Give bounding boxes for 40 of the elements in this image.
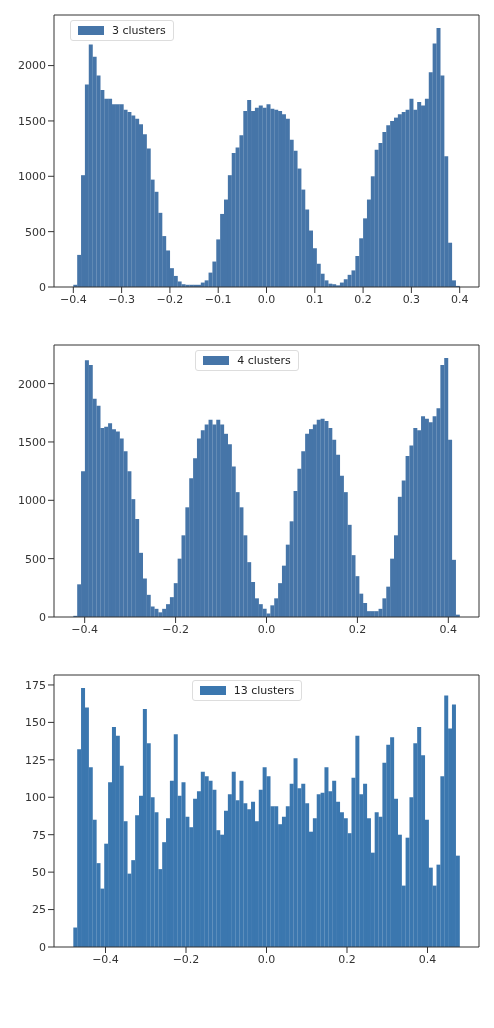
legend-label: 3 clusters — [112, 24, 166, 37]
x-tick-label: −0.4 — [71, 622, 99, 636]
y-tick-label: 0 — [39, 280, 46, 294]
x-tick-label: 0.0 — [257, 952, 276, 966]
x-tick-label: −0.2 — [162, 622, 189, 636]
x-tick-label: −0.2 — [172, 952, 200, 966]
y-tick-label: 25 — [32, 903, 46, 917]
x-tick-label: −0.2 — [156, 292, 184, 306]
x-tick-label: −0.4 — [59, 292, 87, 306]
y-tick-label: 175 — [25, 678, 46, 692]
x-tick-label: 0.4 — [450, 292, 469, 306]
y-tick-label: 100 — [25, 791, 46, 805]
x-tick-label: 0.0 — [257, 622, 276, 636]
y-tick-label: 2000 — [18, 377, 46, 391]
y-tick-label: 0 — [39, 940, 46, 954]
y-tick-label: 1000 — [18, 494, 46, 508]
x-tick-label: −0.1 — [204, 292, 232, 306]
y-tick-label: 0 — [39, 610, 46, 624]
y-tick-label: 50 — [32, 866, 46, 880]
x-tick-label: 0.0 — [257, 292, 276, 306]
x-tick-label: 0.3 — [402, 292, 421, 306]
y-tick-label: 125 — [25, 753, 46, 767]
x-tick-label: 0.2 — [348, 622, 367, 636]
y-tick-label: 2000 — [18, 59, 46, 73]
x-tick-label: 0.2 — [338, 952, 356, 966]
x-tick-label: 0.4 — [439, 622, 458, 636]
y-tick-label: 1500 — [18, 435, 46, 449]
y-tick-label: 500 — [25, 225, 46, 239]
y-tick-label: 1000 — [18, 170, 46, 184]
x-tick-label: −0.3 — [108, 292, 135, 306]
y-tick-label: 150 — [25, 716, 46, 730]
y-tick-label: 1500 — [18, 114, 46, 128]
legend-label: 4 clusters — [237, 354, 291, 367]
legend-label: 13 clusters — [233, 684, 295, 697]
x-tick-label: 0.2 — [354, 292, 372, 306]
x-tick-label: 0.1 — [306, 292, 324, 306]
y-tick-label: 500 — [25, 552, 46, 566]
y-tick-label: 75 — [32, 828, 46, 842]
x-tick-label: −0.4 — [92, 952, 119, 966]
x-tick-label: 0.4 — [418, 952, 437, 966]
